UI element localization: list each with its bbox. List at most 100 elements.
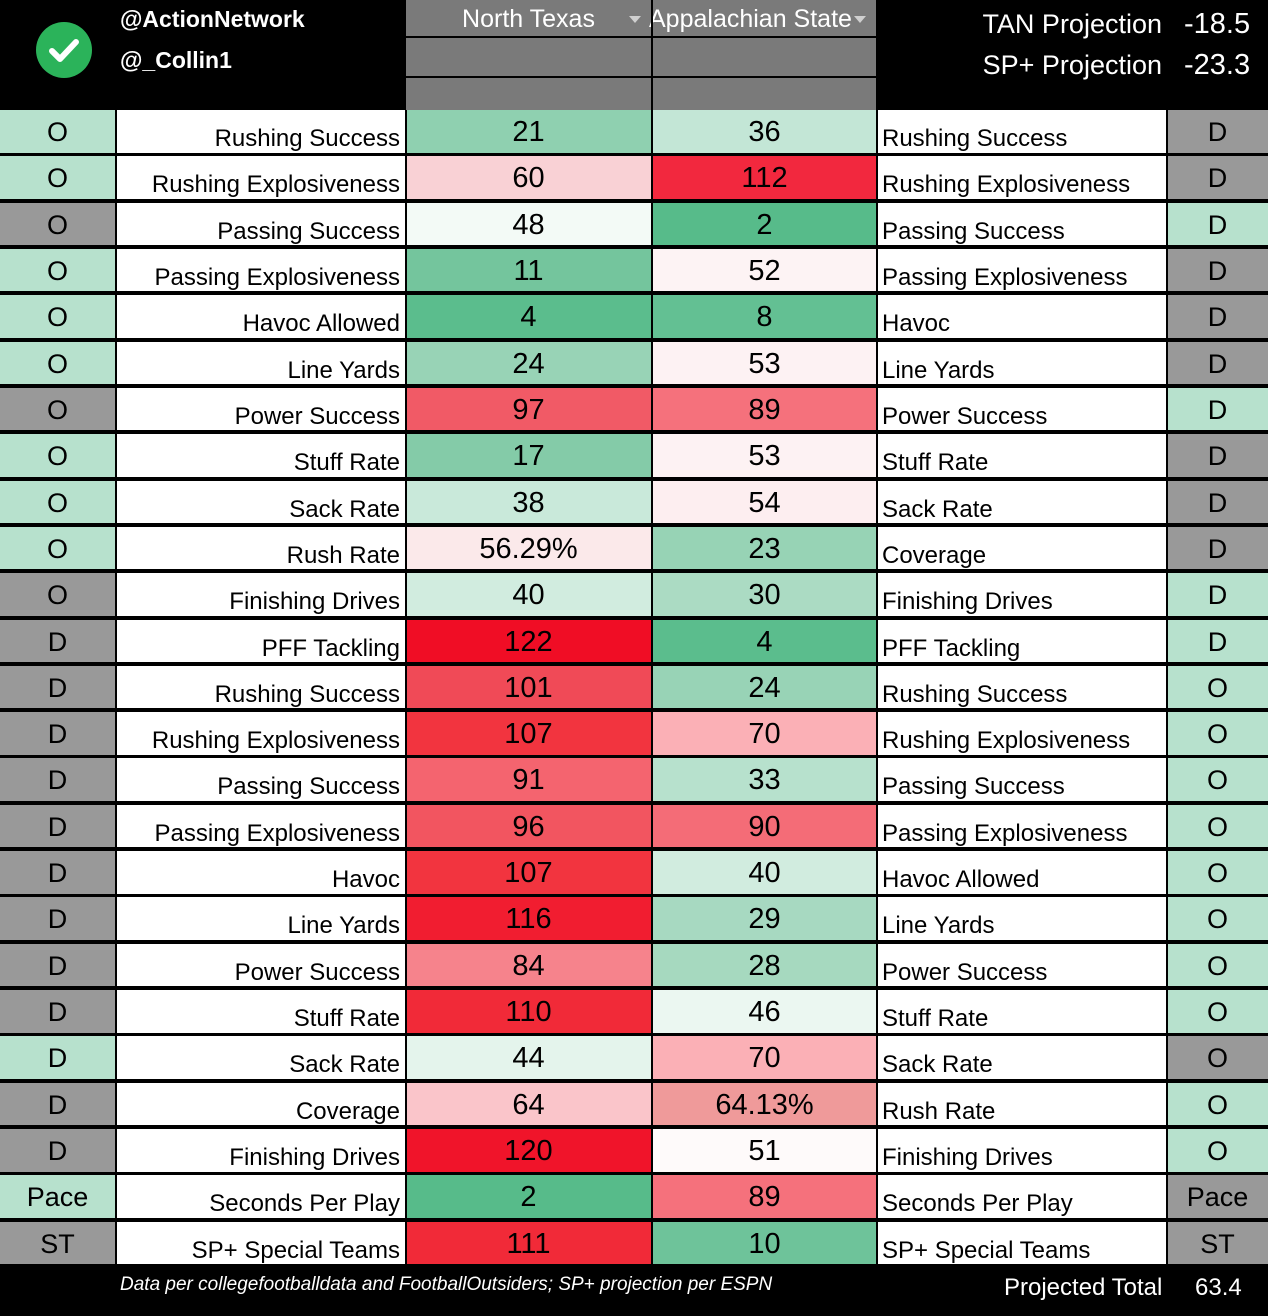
- stat-label-left[interactable]: SP+ Special Teams: [117, 1221, 405, 1267]
- unit-right-cell[interactable]: D: [1167, 202, 1268, 248]
- stat-label-left[interactable]: Finishing Drives: [117, 573, 405, 618]
- value-right-cell[interactable]: 70: [653, 712, 876, 757]
- stat-label-left[interactable]: Power Success: [117, 943, 405, 989]
- team-left-header[interactable]: North Texas: [406, 0, 651, 110]
- stat-label-left[interactable]: Coverage: [117, 1082, 405, 1128]
- value-right-cell[interactable]: 52: [653, 248, 876, 294]
- stat-label-right[interactable]: Power Success: [877, 387, 1166, 433]
- value-right-cell[interactable]: 30: [653, 573, 876, 618]
- stat-label-right[interactable]: Power Success: [877, 943, 1166, 989]
- unit-right-cell[interactable]: O: [1167, 712, 1268, 757]
- stat-label-left[interactable]: Finishing Drives: [117, 1129, 405, 1174]
- stat-label-left[interactable]: Power Success: [117, 387, 405, 433]
- stat-label-right[interactable]: SP+ Special Teams: [877, 1221, 1166, 1267]
- team-right-header[interactable]: Appalachian State: [649, 0, 876, 110]
- stat-label-right[interactable]: Rushing Success: [877, 110, 1166, 155]
- unit-right-cell[interactable]: D: [1167, 110, 1268, 155]
- value-left-cell[interactable]: 2: [406, 1175, 651, 1220]
- stat-label-left[interactable]: Stuff Rate: [117, 434, 405, 479]
- unit-right-cell[interactable]: D: [1167, 480, 1268, 526]
- value-right-cell[interactable]: 36: [653, 110, 876, 155]
- unit-left-cell[interactable]: O: [0, 248, 115, 294]
- stat-label-right[interactable]: Sack Rate: [877, 480, 1166, 526]
- value-left-cell[interactable]: 40: [406, 573, 651, 618]
- stat-label-left[interactable]: Passing Success: [117, 758, 405, 803]
- unit-left-cell[interactable]: O: [0, 387, 115, 433]
- unit-left-cell[interactable]: D: [0, 712, 115, 757]
- value-right-cell[interactable]: 64.13%: [653, 1082, 876, 1128]
- value-right-cell[interactable]: 33: [653, 758, 876, 803]
- unit-left-cell[interactable]: O: [0, 434, 115, 479]
- value-left-cell[interactable]: 64: [406, 1082, 651, 1128]
- value-right-cell[interactable]: 51: [653, 1129, 876, 1174]
- unit-right-cell[interactable]: ST: [1167, 1221, 1268, 1267]
- stat-label-right[interactable]: Stuff Rate: [877, 434, 1166, 479]
- stat-label-left[interactable]: Rush Rate: [117, 526, 405, 572]
- stat-label-right[interactable]: Rushing Explosiveness: [877, 156, 1166, 201]
- value-left-cell[interactable]: 107: [406, 851, 651, 896]
- stat-label-right[interactable]: Rushing Explosiveness: [877, 712, 1166, 757]
- unit-left-cell[interactable]: D: [0, 943, 115, 989]
- stat-label-right[interactable]: Line Yards: [877, 341, 1166, 387]
- unit-left-cell[interactable]: O: [0, 110, 115, 155]
- unit-right-cell[interactable]: D: [1167, 434, 1268, 479]
- value-right-cell[interactable]: 46: [653, 990, 876, 1035]
- value-left-cell[interactable]: 97: [406, 387, 651, 433]
- value-left-cell[interactable]: 11: [406, 248, 651, 294]
- stat-label-right[interactable]: Havoc Allowed: [877, 851, 1166, 896]
- value-left-cell[interactable]: 44: [406, 1036, 651, 1081]
- unit-right-cell[interactable]: D: [1167, 156, 1268, 201]
- value-right-cell[interactable]: 70: [653, 1036, 876, 1081]
- value-left-cell[interactable]: 96: [406, 804, 651, 850]
- value-left-cell[interactable]: 122: [406, 619, 651, 665]
- stat-label-right[interactable]: Passing Explosiveness: [877, 248, 1166, 294]
- stat-label-right[interactable]: Rushing Success: [877, 665, 1166, 711]
- stat-label-left[interactable]: Line Yards: [117, 897, 405, 942]
- value-right-cell[interactable]: 53: [653, 434, 876, 479]
- value-left-cell[interactable]: 84: [406, 943, 651, 989]
- unit-right-cell[interactable]: O: [1167, 1036, 1268, 1081]
- value-left-cell[interactable]: 101: [406, 665, 651, 711]
- unit-left-cell[interactable]: Pace: [0, 1175, 115, 1220]
- value-left-cell[interactable]: 110: [406, 990, 651, 1035]
- value-right-cell[interactable]: 112: [653, 156, 876, 201]
- stat-label-right[interactable]: Finishing Drives: [877, 573, 1166, 618]
- value-right-cell[interactable]: 90: [653, 804, 876, 850]
- stat-label-left[interactable]: Line Yards: [117, 341, 405, 387]
- unit-right-cell[interactable]: O: [1167, 758, 1268, 803]
- stat-label-left[interactable]: Havoc: [117, 851, 405, 896]
- value-left-cell[interactable]: 60: [406, 156, 651, 201]
- stat-label-left[interactable]: Sack Rate: [117, 1036, 405, 1081]
- unit-left-cell[interactable]: O: [0, 295, 115, 340]
- value-left-cell[interactable]: 4: [406, 295, 651, 340]
- value-left-cell[interactable]: 24: [406, 341, 651, 387]
- unit-left-cell[interactable]: D: [0, 804, 115, 850]
- value-right-cell[interactable]: 40: [653, 851, 876, 896]
- value-left-cell[interactable]: 56.29%: [406, 526, 651, 572]
- stat-label-right[interactable]: Coverage: [877, 526, 1166, 572]
- unit-right-cell[interactable]: D: [1167, 619, 1268, 665]
- value-right-cell[interactable]: 10: [653, 1221, 876, 1267]
- value-left-cell[interactable]: 120: [406, 1129, 651, 1174]
- stat-label-right[interactable]: Passing Success: [877, 202, 1166, 248]
- unit-left-cell[interactable]: D: [0, 1129, 115, 1174]
- value-right-cell[interactable]: 2: [653, 202, 876, 248]
- value-left-cell[interactable]: 38: [406, 480, 651, 526]
- value-left-cell[interactable]: 48: [406, 202, 651, 248]
- stat-label-left[interactable]: Seconds Per Play: [117, 1175, 405, 1220]
- value-left-cell[interactable]: 116: [406, 897, 651, 942]
- unit-left-cell[interactable]: D: [0, 758, 115, 803]
- value-right-cell[interactable]: 28: [653, 943, 876, 989]
- value-left-cell[interactable]: 17: [406, 434, 651, 479]
- unit-left-cell[interactable]: D: [0, 1082, 115, 1128]
- unit-left-cell[interactable]: O: [0, 526, 115, 572]
- stat-label-left[interactable]: Passing Success: [117, 202, 405, 248]
- unit-left-cell[interactable]: D: [0, 1036, 115, 1081]
- stat-label-left[interactable]: PFF Tackling: [117, 619, 405, 665]
- value-left-cell[interactable]: 21: [406, 110, 651, 155]
- stat-label-left[interactable]: Passing Explosiveness: [117, 804, 405, 850]
- value-right-cell[interactable]: 54: [653, 480, 876, 526]
- unit-right-cell[interactable]: O: [1167, 804, 1268, 850]
- unit-right-cell[interactable]: D: [1167, 526, 1268, 572]
- value-right-cell[interactable]: 4: [653, 619, 876, 665]
